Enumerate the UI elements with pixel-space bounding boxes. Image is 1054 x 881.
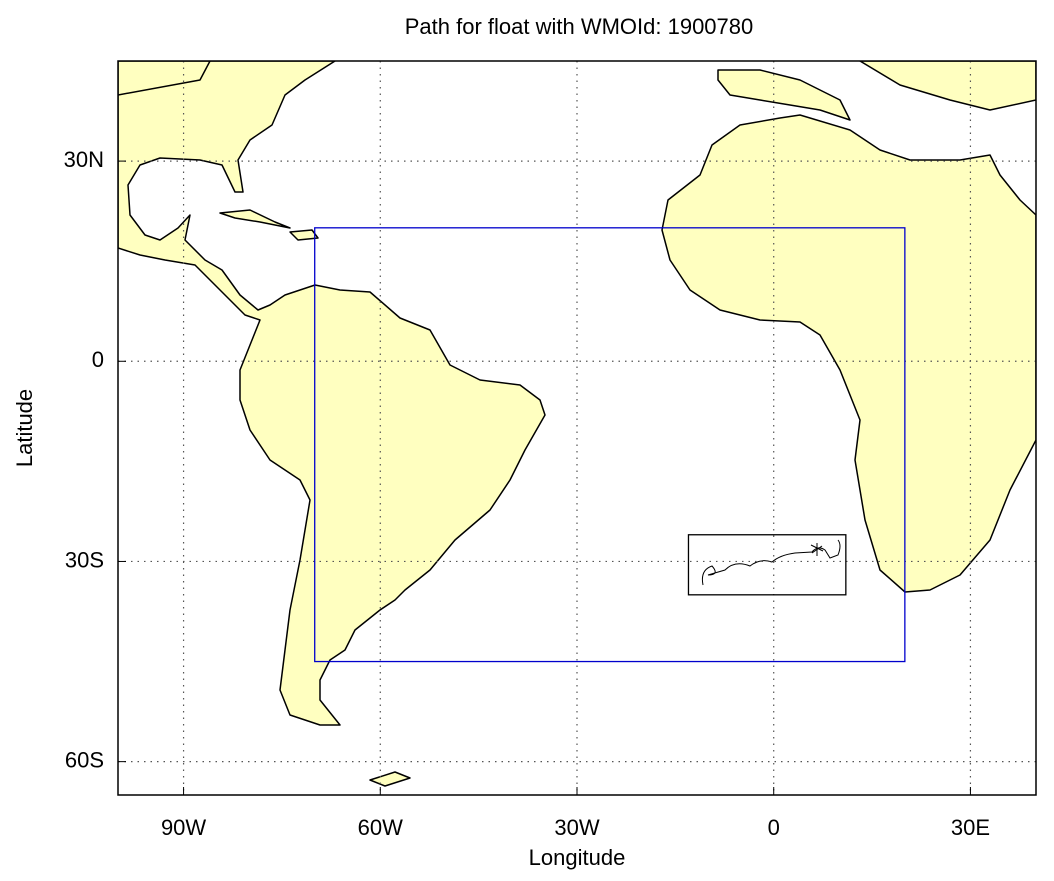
- africa: [661, 114, 1036, 593]
- americas: [118, 61, 546, 726]
- path-start: [810, 543, 824, 556]
- chart-title: Path for float with WMOId: 1900780: [405, 14, 754, 39]
- x-tick-label: 0: [768, 815, 780, 840]
- europe: [717, 69, 851, 121]
- greenland-edge: [118, 61, 211, 96]
- region-box: [314, 227, 906, 663]
- x-tick-label: 30W: [554, 815, 599, 840]
- path-box: [687, 534, 847, 596]
- coastlines: [118, 61, 1036, 787]
- plot-frame: [117, 60, 1037, 796]
- float-path: [701, 539, 841, 586]
- falklands: [369, 771, 411, 787]
- path-trace: [701, 539, 841, 586]
- hispaniola: [289, 229, 319, 241]
- x-tick-label: 60W: [358, 815, 403, 840]
- europe-east: [859, 61, 1036, 111]
- y-tick-label: 30N: [64, 147, 104, 172]
- y-tick-label: 60S: [65, 747, 104, 772]
- y-tick-label: 30S: [65, 547, 104, 572]
- y-axis-label: Latitude: [12, 389, 37, 467]
- y-tick-label: 0: [92, 347, 104, 372]
- x-axis-label: Longitude: [529, 845, 626, 870]
- cuba: [219, 209, 291, 229]
- x-tick-label: 90W: [161, 815, 206, 840]
- x-tick-label: 30E: [951, 815, 990, 840]
